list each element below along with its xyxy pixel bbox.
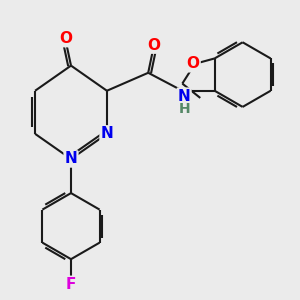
Text: N: N (100, 126, 113, 141)
Text: H: H (178, 102, 190, 116)
Text: N: N (64, 152, 77, 166)
Text: O: O (147, 38, 160, 52)
Text: N: N (178, 88, 190, 104)
Text: O: O (187, 56, 200, 71)
Text: O: O (59, 31, 72, 46)
Text: F: F (66, 277, 76, 292)
